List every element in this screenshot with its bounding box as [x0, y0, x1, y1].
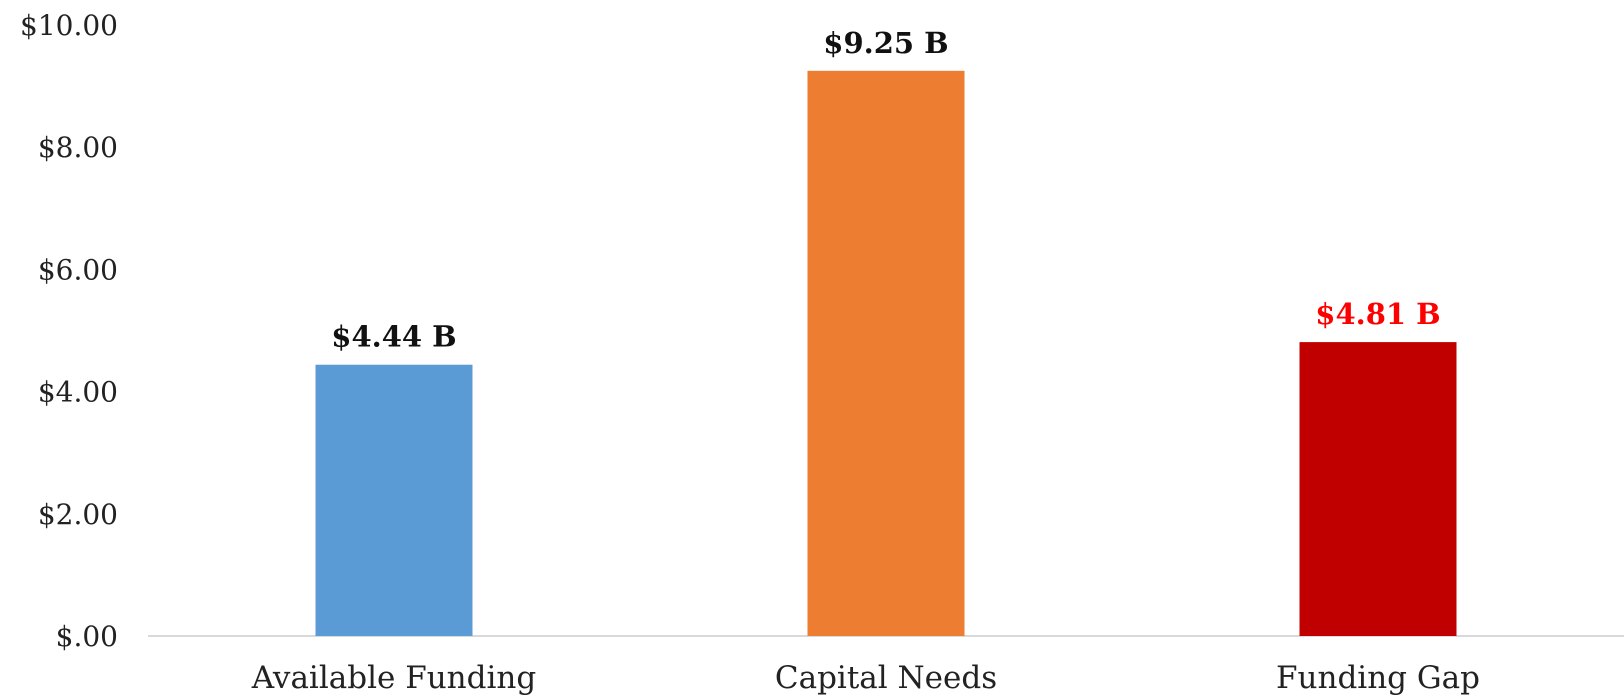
x-tick-label: Capital Needs	[775, 660, 997, 696]
data-labels: $4.44 B $9.25 B $4.81 B	[331, 26, 1440, 354]
bar-available-funding	[315, 364, 473, 636]
y-tick-label: $4.00	[38, 376, 118, 409]
bar-capital-needs	[807, 70, 965, 636]
bar-funding-gap	[1299, 342, 1457, 636]
data-label: $4.44 B	[331, 320, 456, 354]
x-tick-label: Available Funding	[251, 660, 536, 696]
x-tick-label: Funding Gap	[1276, 660, 1480, 696]
bars	[315, 70, 1457, 636]
data-label: $9.25 B	[823, 26, 948, 60]
y-tick-label: $10.00	[20, 9, 118, 42]
x-axis: Available Funding Capital Needs Funding Ga…	[251, 660, 1480, 696]
y-tick-label: $2.00	[38, 498, 118, 531]
y-tick-label: $.00	[56, 620, 118, 653]
y-tick-label: $6.00	[38, 253, 118, 286]
y-axis: $.00 $2.00 $4.00 $6.00 $8.00 $10.00	[20, 9, 118, 653]
data-label: $4.81 B	[1315, 297, 1440, 331]
y-tick-label: $8.00	[38, 131, 118, 164]
